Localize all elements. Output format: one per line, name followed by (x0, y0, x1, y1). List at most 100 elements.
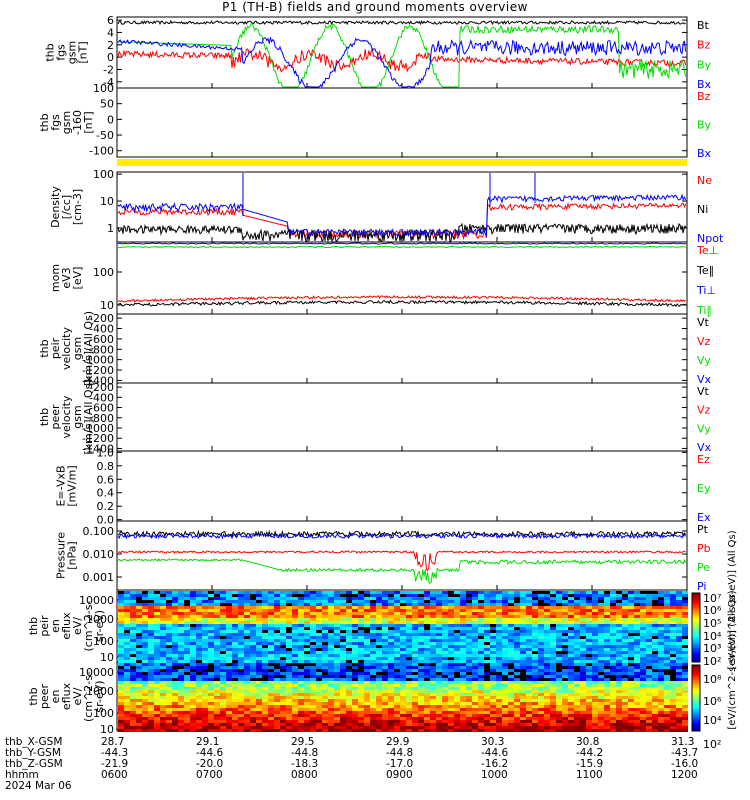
peer-spec-cell (382, 681, 388, 684)
peer-spec-cell (412, 726, 418, 729)
peer-spec-cell (118, 693, 124, 696)
peer-spec-cell (130, 681, 136, 684)
peer-spec-cell (118, 711, 124, 714)
peir-spec-cell (550, 648, 556, 651)
peer-spec-cell (550, 720, 556, 723)
peir-spec-cell (268, 594, 274, 597)
peer-spec-cell (526, 696, 532, 699)
peir-spec-cell (334, 606, 340, 609)
peir-spec-cell (340, 597, 346, 600)
te-par-line (117, 299, 686, 308)
peer-spec-cell (238, 690, 244, 693)
peer-spec-cell (154, 663, 160, 666)
peer-spec-cell (682, 720, 688, 723)
peir-spec-cell (532, 621, 538, 624)
peer-spec-cell (268, 708, 274, 711)
peer-spec-cell (448, 711, 454, 714)
peir-spec-cell (238, 651, 244, 654)
peir-spec-cell (478, 609, 484, 612)
peer-spec-cell (310, 705, 316, 708)
peer-spec-cell (316, 696, 322, 699)
peir-spec-cell (376, 654, 382, 657)
peer-spec-cell (598, 708, 604, 711)
peir-spec-cell (598, 624, 604, 627)
peir-spec-cell (598, 636, 604, 639)
colorbar-bottom-swatch (692, 665, 700, 668)
peir-spec-cell (124, 618, 130, 621)
peer-spec-cell (490, 702, 496, 705)
peir-spec-cell (118, 597, 124, 600)
peir-spec-cell (196, 606, 202, 609)
peir-spec-cell (250, 660, 256, 663)
legend-pressure-Pe: Pe (697, 561, 710, 574)
peer-spec-cell (556, 708, 562, 711)
peir-spec-cell (472, 600, 478, 603)
peir-spec-cell (538, 600, 544, 603)
peir-spec-cell (556, 600, 562, 603)
peir-spec-cell (310, 615, 316, 618)
peir-spec-cell (268, 624, 274, 627)
peir-spec-cell (250, 594, 256, 597)
peer-spec-cell (646, 663, 652, 666)
peer-spec-cell (388, 672, 394, 675)
peir-spec-cell (460, 597, 466, 600)
ylabel-peir_velocity-4: [km/s](All Qs) (82, 311, 95, 386)
peir-spec-cell (340, 648, 346, 651)
peir-spec-cell (502, 621, 508, 624)
peir-spec-cell (604, 660, 610, 663)
peir-spec-cell (586, 651, 592, 654)
peir-spec-cell (172, 591, 178, 594)
legend-fgs-By: By (697, 58, 712, 71)
peer-spec-cell (658, 720, 664, 723)
peer-spec-cell (256, 729, 262, 732)
peir-spec-cell (292, 654, 298, 657)
peer-spec-cell (394, 663, 400, 666)
peir-spec-cell (490, 603, 496, 606)
peer-spec-cell (616, 705, 622, 708)
peer-spec-cell (292, 663, 298, 666)
peer-spec-cell (184, 684, 190, 687)
peer-spec-cell (190, 684, 196, 687)
peir-spec-cell (580, 603, 586, 606)
peir-spec-cell (442, 633, 448, 636)
peir-spec-cell (604, 594, 610, 597)
peir-spec-cell (616, 609, 622, 612)
peer-spec-cell (172, 726, 178, 729)
peer-spec-cell (424, 666, 430, 669)
ylabel-pressure-0: Pressure (55, 532, 68, 579)
peir-spec-cell (214, 612, 220, 615)
colorbar-bottom-swatch (692, 702, 700, 706)
peer-spec-cell (472, 681, 478, 684)
peer-spec-cell (682, 711, 688, 714)
peer-spec-cell (244, 672, 250, 675)
ephemeris-hhmm-value: 0900 (386, 769, 413, 781)
peir-spec-cell (562, 633, 568, 636)
peer-spec-cell (526, 702, 532, 705)
peer-spec-cell (424, 711, 430, 714)
peer-spec-cell (142, 705, 148, 708)
peir-spec-cell (436, 594, 442, 597)
peir-spec-cell (142, 642, 148, 645)
peir-spec-cell (208, 612, 214, 615)
peir-spec-cell (490, 645, 496, 648)
peer-spec-cell (550, 714, 556, 717)
peir-spec-cell (124, 639, 130, 642)
peer-spec-cell (580, 723, 586, 726)
peer-spec-cell (202, 699, 208, 702)
peir-spec-cell (658, 651, 664, 654)
peir-spec-cell (280, 657, 286, 660)
peir-spec-cell (154, 630, 160, 633)
peer-spec-cell (292, 723, 298, 726)
peer-spec-cell (118, 699, 124, 702)
peir-spec-cell (472, 654, 478, 657)
legend-density-Ne: Ne (697, 174, 712, 187)
peer-spec-cell (670, 726, 676, 729)
peir-spec-cell (670, 660, 676, 663)
peir-spec-cell (586, 594, 592, 597)
ylabel-fgs_ulo-0: thb (38, 113, 51, 131)
peer-spec-cell (676, 717, 682, 720)
peer-spec-cell (610, 684, 616, 687)
peer-spec-cell (556, 690, 562, 693)
peer-spec-cell (430, 684, 436, 687)
peer-spec-cell (664, 714, 670, 717)
